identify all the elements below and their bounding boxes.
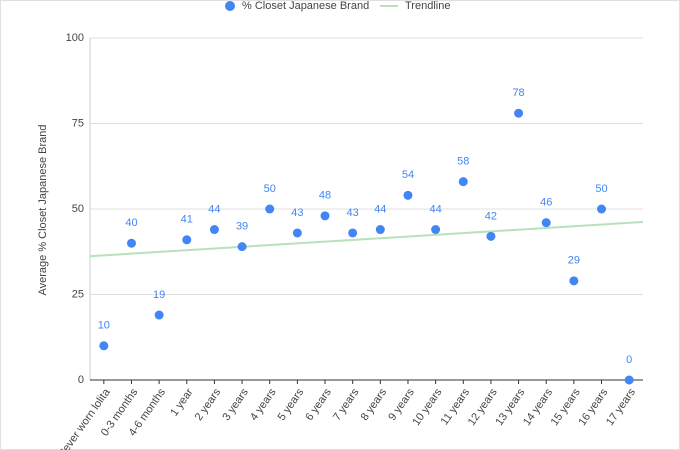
value-label: 0 <box>626 354 632 366</box>
y-tick-label: 100 <box>66 32 84 44</box>
value-label: 40 <box>125 217 137 229</box>
point <box>541 218 551 228</box>
value-label: 43 <box>347 207 359 219</box>
value-label: 43 <box>291 207 303 219</box>
point <box>265 204 275 214</box>
point <box>320 211 330 221</box>
point <box>292 228 302 238</box>
point <box>403 190 413 200</box>
point <box>154 310 164 320</box>
y-tick-label: 25 <box>72 288 84 300</box>
value-label: 29 <box>568 255 580 267</box>
point <box>431 225 441 235</box>
legend-marker <box>225 1 235 11</box>
point <box>486 231 496 241</box>
value-label: 46 <box>540 197 552 209</box>
value-label: 44 <box>374 203 386 215</box>
legend: % Closet Japanese Brand Trendline <box>225 0 450 12</box>
y-axis-title: Average % Closet Japanese Brand <box>37 124 49 295</box>
value-label: 41 <box>181 214 193 226</box>
value-label: 58 <box>457 156 469 168</box>
y-tick-label: 75 <box>72 117 84 129</box>
value-label: 44 <box>208 203 220 215</box>
point <box>514 108 524 118</box>
value-label: 50 <box>595 183 607 195</box>
point <box>126 238 136 248</box>
point <box>348 228 358 238</box>
value-label: 48 <box>319 190 331 202</box>
point <box>569 276 579 286</box>
point <box>237 242 247 252</box>
point <box>624 375 634 385</box>
point <box>99 341 109 351</box>
legend-label: % Closet Japanese Brand <box>242 0 369 12</box>
legend-label: Trendline <box>405 0 450 12</box>
y-tick-label: 0 <box>78 374 84 386</box>
value-label: 10 <box>98 320 110 332</box>
value-label: 42 <box>485 210 497 222</box>
point <box>458 177 468 187</box>
value-label: 50 <box>264 183 276 195</box>
y-tick-label: 50 <box>72 203 84 215</box>
value-label: 54 <box>402 169 414 181</box>
value-label: 19 <box>153 289 165 301</box>
value-label: 39 <box>236 221 248 233</box>
point <box>597 204 607 214</box>
value-label: 78 <box>512 87 524 99</box>
value-label: 44 <box>430 203 442 215</box>
trendline <box>89 220 644 258</box>
point <box>375 225 385 235</box>
point <box>182 235 192 245</box>
point <box>209 225 219 235</box>
